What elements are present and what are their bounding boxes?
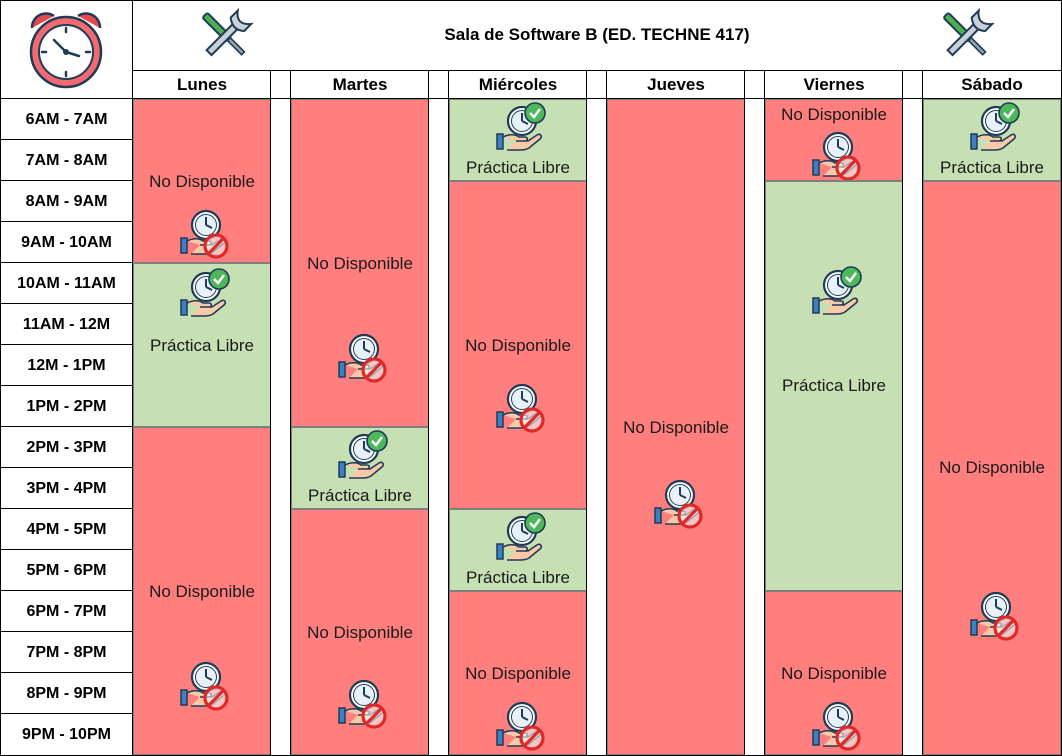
schedule-block-wednesday-free: Práctica Libre (449, 509, 587, 591)
block-label: No Disponible (781, 105, 887, 124)
time-slot-label: 1PM - 2PM (26, 397, 107, 415)
schedule-block-wednesday-free: Práctica Libre (449, 99, 587, 181)
day-header-thursday: Jueves (647, 74, 705, 94)
hand-clock-blocked-icon (966, 586, 1022, 642)
block-label: No Disponible (149, 172, 255, 191)
hand-clock-blocked-icon (808, 126, 864, 181)
block-label: No Disponible (781, 664, 887, 683)
schedule-block-saturday-free: Práctica Libre (923, 99, 1061, 181)
hand-clock-check-icon (492, 510, 548, 566)
schedule-block-monday-unavailable: No Disponible (133, 427, 271, 755)
time-slot-label: 4PM - 5PM (26, 520, 107, 538)
time-slot-label: 7AM - 8AM (25, 151, 108, 169)
block-label: Práctica Libre (308, 486, 412, 505)
hand-clock-check-icon (334, 428, 390, 484)
hand-clock-blocked-icon (176, 656, 232, 712)
clock-icon (24, 8, 108, 92)
block-label: Práctica Libre (940, 158, 1044, 177)
block-label: Práctica Libre (466, 158, 570, 177)
time-slot-label: 9PM - 10PM (22, 725, 111, 743)
time-slot-label: 9AM - 10AM (21, 233, 112, 251)
hand-clock-blocked-icon (334, 674, 390, 730)
tools-icon (196, 5, 254, 67)
schedule-block-tuesday-free: Práctica Libre (291, 427, 429, 509)
schedule-block-friday-free: Práctica Libre (765, 181, 903, 591)
hand-clock-check-icon (176, 266, 232, 322)
hand-clock-blocked-icon (334, 328, 390, 384)
clock-logo-cell (0, 0, 133, 98)
block-label: No Disponible (465, 664, 571, 683)
time-slot-label: 2PM - 3PM (26, 438, 107, 456)
hand-clock-check-icon (966, 100, 1022, 156)
time-slot-label: 8AM - 9AM (25, 192, 108, 210)
schedule-block-tuesday-unavailable: No Disponible (291, 99, 429, 427)
schedule-block-friday-unavailable: No Disponible (765, 99, 903, 181)
block-label: No Disponible (465, 336, 571, 355)
block-label: No Disponible (307, 254, 413, 273)
day-header-monday: Lunes (176, 74, 228, 94)
hand-clock-blocked-icon (492, 696, 548, 752)
block-label: Práctica Libre (150, 336, 254, 355)
block-label: Práctica Libre (782, 376, 886, 395)
time-slot-label: 7PM - 8PM (26, 643, 107, 661)
schedule-block-monday-unavailable: No Disponible (133, 99, 271, 263)
block-label: No Disponible (939, 458, 1045, 477)
schedule-block-friday-unavailable: No Disponible (765, 591, 903, 755)
day-header-friday: Viernes (803, 74, 865, 94)
block-label: No Disponible (307, 623, 413, 642)
schedule-block-thursday-unavailable: No Disponible (607, 99, 745, 755)
block-label: Práctica Libre (466, 568, 570, 587)
block-label: No Disponible (149, 582, 255, 601)
time-slot-label: 5PM - 6PM (26, 561, 107, 579)
hand-clock-check-icon (492, 100, 548, 156)
hand-clock-check-icon (808, 264, 864, 320)
day-header-saturday: Sábado (961, 74, 1023, 94)
time-slot-label: 6AM - 7AM (25, 110, 108, 128)
time-slot-label: 11AM - 12M (22, 315, 111, 333)
day-header-wednesday: Miércoles (478, 74, 558, 94)
page-title: Sala de Software B (ED. TECHNE 417) (444, 25, 750, 44)
time-slot-label: 10AM - 11AM (17, 274, 116, 292)
time-slot-label: 3PM - 4PM (26, 479, 107, 497)
time-slot-label: 12M - 1PM (27, 356, 106, 374)
block-label: No Disponible (623, 418, 729, 437)
day-header-tuesday: Martes (332, 74, 388, 94)
schedule-block-wednesday-unavailable: No Disponible (449, 181, 587, 509)
time-slot-label: 6PM - 7PM (26, 602, 107, 620)
hand-clock-blocked-icon (492, 378, 548, 434)
hand-clock-blocked-icon (650, 474, 706, 530)
schedule-block-tuesday-unavailable: No Disponible (291, 509, 429, 755)
time-slot-label: 8PM - 9PM (26, 684, 107, 702)
hand-clock-blocked-icon (176, 204, 232, 260)
tools-icon (937, 5, 995, 67)
schedule-block-monday-free: Práctica Libre (133, 263, 271, 427)
schedule-block-saturday-unavailable: No Disponible (923, 181, 1061, 755)
schedule-block-wednesday-unavailable: No Disponible (449, 591, 587, 755)
hand-clock-blocked-icon (808, 696, 864, 752)
